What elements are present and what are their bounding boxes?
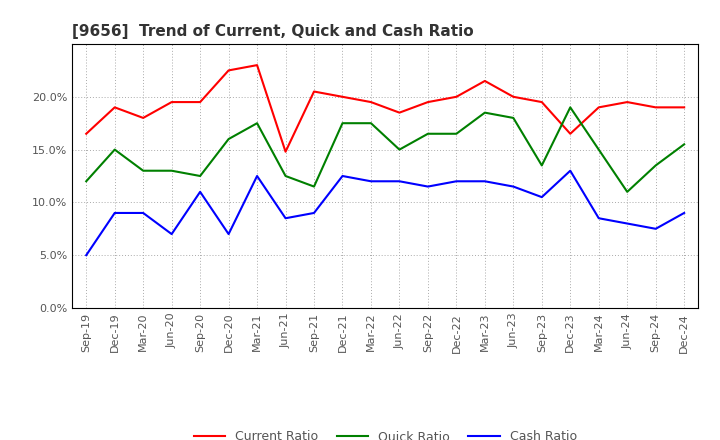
Cash Ratio [652, 226, 660, 231]
Line: Cash Ratio: Cash Ratio [86, 171, 684, 255]
Cash Ratio [423, 184, 432, 189]
Current Ratio [282, 149, 290, 154]
Quick Ratio [338, 121, 347, 126]
Quick Ratio [623, 189, 631, 194]
Current Ratio [680, 105, 688, 110]
Quick Ratio [680, 142, 688, 147]
Cash Ratio [366, 179, 375, 184]
Current Ratio [167, 99, 176, 105]
Cash Ratio [82, 253, 91, 258]
Cash Ratio [167, 231, 176, 237]
Quick Ratio [395, 147, 404, 152]
Current Ratio [595, 105, 603, 110]
Current Ratio [253, 62, 261, 68]
Quick Ratio [566, 105, 575, 110]
Current Ratio [395, 110, 404, 115]
Quick Ratio [167, 168, 176, 173]
Quick Ratio [196, 173, 204, 179]
Current Ratio [139, 115, 148, 121]
Current Ratio [225, 68, 233, 73]
Cash Ratio [623, 221, 631, 226]
Cash Ratio [310, 210, 318, 216]
Quick Ratio [480, 110, 489, 115]
Legend: Current Ratio, Quick Ratio, Cash Ratio: Current Ratio, Quick Ratio, Cash Ratio [189, 425, 582, 440]
Cash Ratio [338, 173, 347, 179]
Current Ratio [110, 105, 119, 110]
Cash Ratio [110, 210, 119, 216]
Quick Ratio [537, 163, 546, 168]
Current Ratio [623, 99, 631, 105]
Current Ratio [509, 94, 518, 99]
Cash Ratio [139, 210, 148, 216]
Current Ratio [366, 99, 375, 105]
Cash Ratio [395, 179, 404, 184]
Line: Current Ratio: Current Ratio [86, 65, 684, 152]
Quick Ratio [139, 168, 148, 173]
Current Ratio [338, 94, 347, 99]
Cash Ratio [452, 179, 461, 184]
Quick Ratio [82, 179, 91, 184]
Current Ratio [537, 99, 546, 105]
Cash Ratio [566, 168, 575, 173]
Quick Ratio [225, 136, 233, 142]
Cash Ratio [680, 210, 688, 216]
Current Ratio [196, 99, 204, 105]
Quick Ratio [452, 131, 461, 136]
Current Ratio [423, 99, 432, 105]
Cash Ratio [595, 216, 603, 221]
Quick Ratio [509, 115, 518, 121]
Current Ratio [566, 131, 575, 136]
Quick Ratio [110, 147, 119, 152]
Cash Ratio [509, 184, 518, 189]
Quick Ratio [282, 173, 290, 179]
Quick Ratio [253, 121, 261, 126]
Line: Quick Ratio: Quick Ratio [86, 107, 684, 192]
Current Ratio [82, 131, 91, 136]
Quick Ratio [595, 147, 603, 152]
Current Ratio [652, 105, 660, 110]
Quick Ratio [310, 184, 318, 189]
Cash Ratio [253, 173, 261, 179]
Cash Ratio [282, 216, 290, 221]
Quick Ratio [423, 131, 432, 136]
Quick Ratio [652, 163, 660, 168]
Cash Ratio [480, 179, 489, 184]
Cash Ratio [196, 189, 204, 194]
Current Ratio [310, 89, 318, 94]
Quick Ratio [366, 121, 375, 126]
Current Ratio [480, 78, 489, 84]
Cash Ratio [225, 231, 233, 237]
Cash Ratio [537, 194, 546, 200]
Current Ratio [452, 94, 461, 99]
Text: [9656]  Trend of Current, Quick and Cash Ratio: [9656] Trend of Current, Quick and Cash … [72, 24, 474, 39]
